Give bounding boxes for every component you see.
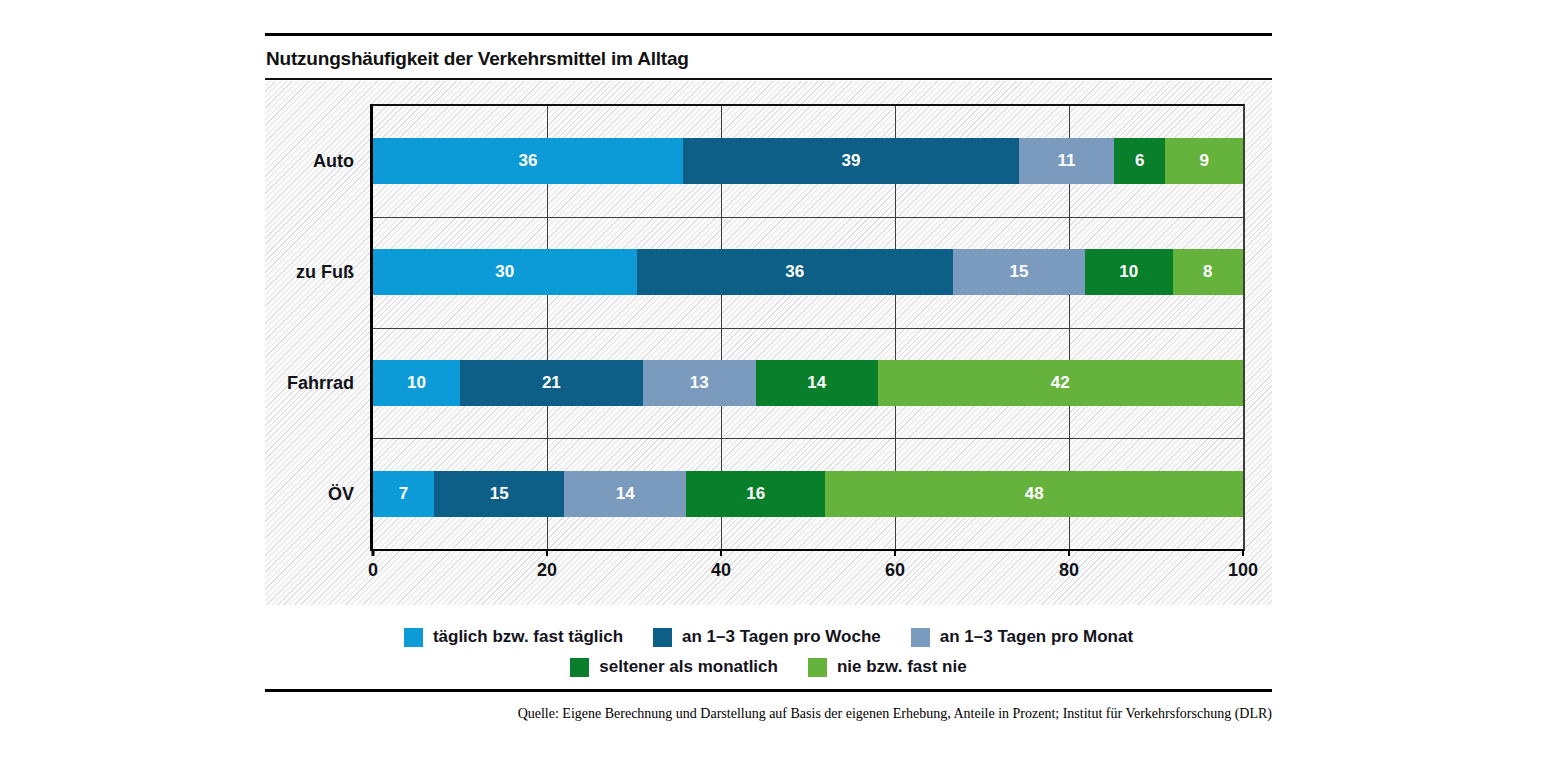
legend-swatch-icon (911, 628, 930, 647)
axis-tick (372, 549, 375, 556)
bar-segment: 6 (1114, 138, 1166, 184)
stacked-bar: 10 21 13 14 42 (373, 360, 1243, 406)
category-label: ÖV (328, 483, 354, 504)
legend-item: nie bzw. fast nie (808, 657, 967, 677)
legend-swatch-icon (653, 628, 672, 647)
bar-segment: 15 (953, 249, 1085, 295)
bar-value-label: 7 (399, 484, 408, 504)
axis-tick (720, 549, 722, 556)
bar-segment: 10 (373, 360, 460, 406)
axis-tick (546, 549, 548, 556)
plot-area: 36391169Auto303615108zu Fuß1021131442Fah… (370, 104, 1245, 551)
bar-segment: 14 (756, 360, 878, 406)
axis-tick (1242, 549, 1244, 556)
bar-segment: 16 (686, 471, 825, 517)
title-rule (265, 78, 1272, 80)
category-label: zu Fuß (296, 262, 354, 283)
category-label: Auto (313, 151, 354, 172)
bar-segment: 42 (878, 360, 1243, 406)
axis-tick-label: 80 (1059, 560, 1079, 581)
bar-value-label: 42 (1051, 373, 1070, 393)
bar-value-label: 10 (1119, 262, 1138, 282)
chart-panel: 36 39 11 6 9 Auto 30 36 15 10 8 zu Fuß 10 21 13 14 42 Fah… (265, 81, 1272, 605)
bar-segment: 15 (434, 471, 565, 517)
bar-segment: 21 (460, 360, 643, 406)
bar-value-label: 9 (1200, 151, 1209, 171)
bar-value-label: 36 (519, 151, 538, 171)
category-label: Fahrrad (287, 372, 354, 393)
bar-segment: 36 (373, 138, 683, 184)
bar-segment: 13 (643, 360, 756, 406)
bar-segment: 14 (564, 471, 686, 517)
legend-label: seltener als monatlich (599, 657, 778, 677)
bar-value-label: 48 (1025, 484, 1044, 504)
legend-label: an 1–3 Tagen pro Monat (940, 627, 1133, 647)
bar-value-label: 15 (490, 484, 509, 504)
bar-row: 30 36 15 10 8 (373, 217, 1243, 328)
bar-segment: 10 (1085, 249, 1173, 295)
bar-segment: 11 (1019, 138, 1114, 184)
legend-row-1: täglich bzw. fast täglich an 1–3 Tagen pr… (265, 627, 1272, 647)
bar-row: 36 39 11 6 9 (373, 106, 1243, 217)
bar-value-label: 14 (616, 484, 635, 504)
stacked-bar: 36 39 11 6 9 (373, 138, 1243, 184)
axis-tick-label: 60 (885, 560, 905, 581)
bar-segment: 48 (825, 471, 1243, 517)
bar-segment: 36 (637, 249, 953, 295)
legend-swatch-icon (808, 658, 827, 677)
bar-value-label: 10 (407, 373, 426, 393)
bar-segment: 9 (1165, 138, 1243, 184)
axis-tick (1068, 549, 1070, 556)
bar-segment: 39 (683, 138, 1019, 184)
legend-row-2: seltener als monatlich nie bzw. fast nie (265, 657, 1272, 677)
bottom-rule (265, 689, 1272, 692)
legend-label: an 1–3 Tagen pro Woche (682, 627, 881, 647)
figure: Nutzungshäufigkeit der Verkehrsmittel im… (265, 0, 1272, 775)
bar-value-label: 11 (1057, 151, 1075, 171)
bar-value-label: 6 (1135, 151, 1144, 171)
stacked-bar: 7 15 14 16 48 (373, 471, 1243, 517)
stacked-bar: 30 36 15 10 8 (373, 249, 1243, 295)
bar-segment: 30 (373, 249, 637, 295)
bar-value-label: 8 (1203, 262, 1212, 282)
top-rule (265, 33, 1272, 36)
bar-value-label: 14 (807, 373, 826, 393)
legend-item: seltener als monatlich (570, 657, 778, 677)
legend-swatch-icon (570, 658, 589, 677)
bar-value-label: 39 (842, 151, 861, 171)
chart-title: Nutzungshäufigkeit der Verkehrsmittel im… (266, 48, 689, 70)
bar-segment: 8 (1173, 249, 1243, 295)
legend-label: täglich bzw. fast täglich (433, 627, 623, 647)
axis-tick-label: 20 (537, 560, 557, 581)
legend-item: an 1–3 Tagen pro Woche (653, 627, 881, 647)
bar-value-label: 16 (746, 484, 765, 504)
axis-tick-label: 40 (711, 560, 731, 581)
bar-row: 10 21 13 14 42 (373, 328, 1243, 439)
legend-item: täglich bzw. fast täglich (404, 627, 623, 647)
bar-value-label: 30 (495, 262, 514, 282)
source-note: Quelle: Eigene Berechnung und Darstellun… (265, 706, 1272, 722)
bar-value-label: 36 (785, 262, 804, 282)
legend-swatch-icon (404, 628, 423, 647)
axis-tick-label: 100 (1228, 560, 1258, 581)
bar-row: 7 15 14 16 48 (373, 438, 1243, 549)
bar-segment: 7 (373, 471, 434, 517)
axis-tick (894, 549, 896, 556)
bar-value-label: 15 (1009, 262, 1028, 282)
bar-value-label: 13 (690, 373, 709, 393)
axis-tick-label: 0 (368, 560, 378, 581)
legend-label: nie bzw. fast nie (837, 657, 967, 677)
bar-value-label: 21 (542, 373, 561, 393)
legend-item: an 1–3 Tagen pro Monat (911, 627, 1133, 647)
